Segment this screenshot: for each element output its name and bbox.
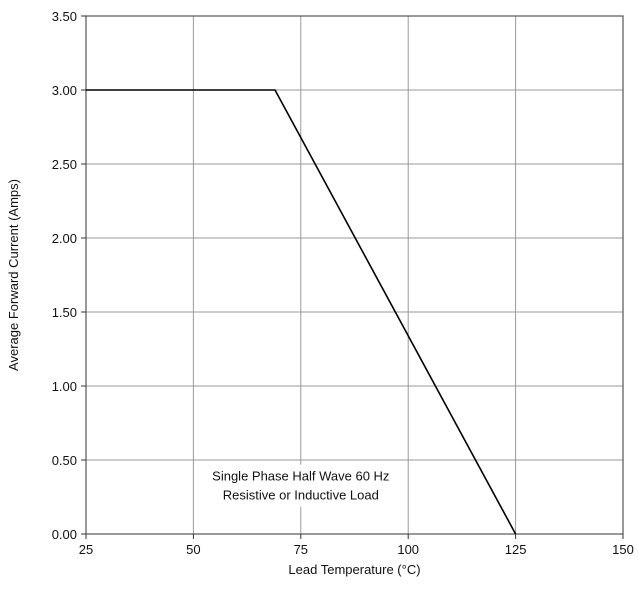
y-tick-label: 2.00 — [52, 231, 77, 246]
y-tick-label: 3.00 — [52, 83, 77, 98]
x-tick-label: 25 — [79, 542, 93, 557]
x-tick-label: 50 — [186, 542, 200, 557]
series-layer — [86, 89, 517, 535]
y-axis-title: Average Forward Current (Amps) — [6, 179, 21, 371]
y-tick-label: 0.50 — [52, 453, 77, 468]
series-line — [86, 89, 517, 535]
grid-lines — [86, 16, 623, 534]
x-tick-label: 150 — [612, 542, 634, 557]
annotation: Single Phase Half Wave 60 Hz Resistive or… — [203, 464, 399, 507]
x-axis-title: Lead Temperature (°C) — [288, 562, 420, 577]
x-tick-label: 125 — [505, 542, 527, 557]
axis-ticks: 25 50 75 100 125 150 0.00 0.50 1.00 1.50 2.00 2.50 3… — [52, 9, 634, 557]
y-tick-label: 1.50 — [52, 305, 77, 320]
y-tick-label: 3.50 — [52, 9, 77, 24]
y-tick-label: 1.00 — [52, 379, 77, 394]
annotation-background — [203, 464, 399, 507]
y-tick-label: 0.00 — [52, 527, 77, 542]
annotation-line: Single Phase Half Wave 60 Hz — [212, 469, 389, 484]
y-tick-label: 2.50 — [52, 157, 77, 172]
annotation-line: Resistive or Inductive Load — [223, 488, 379, 503]
plot-frame — [85, 15, 624, 535]
x-tick-label: 100 — [397, 542, 419, 557]
x-tick-label: 75 — [294, 542, 308, 557]
